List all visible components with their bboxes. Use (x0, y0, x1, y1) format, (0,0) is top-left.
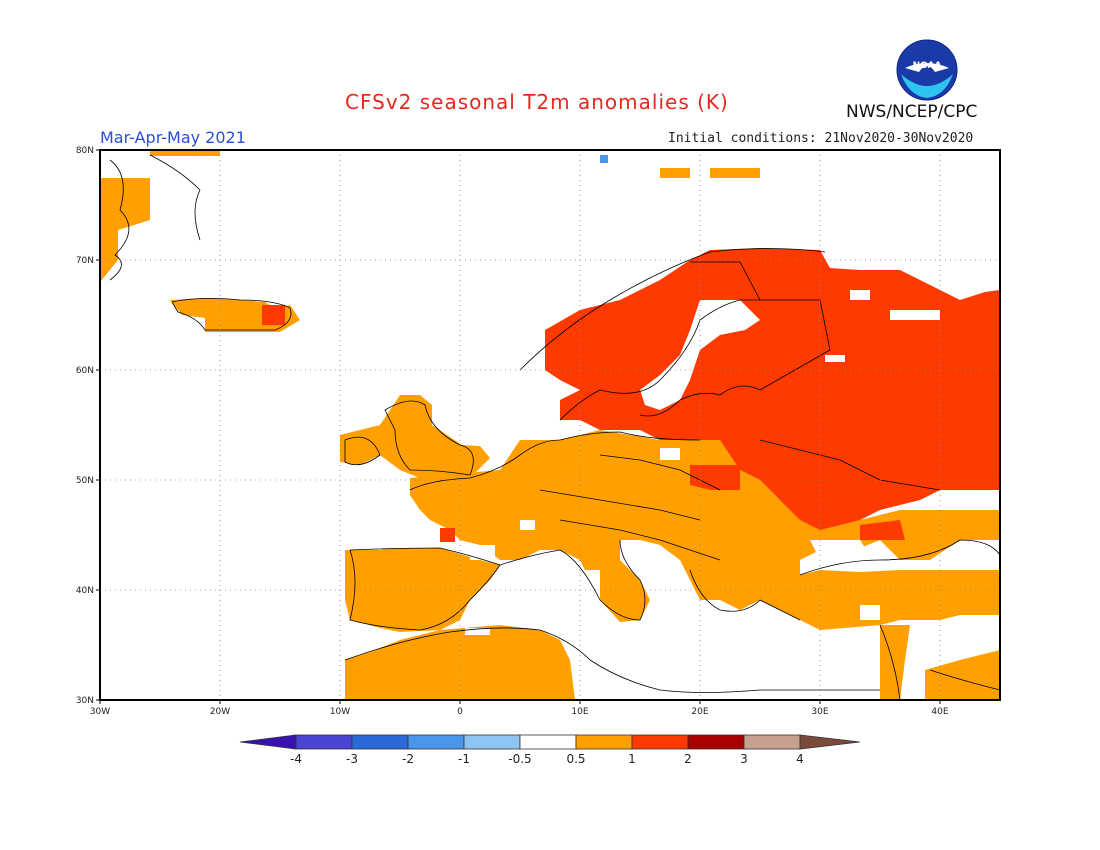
lon-label-0: 0 (457, 707, 463, 717)
colorbar-label: 1 (628, 752, 636, 766)
colorbar-swatch-minus-3-to-minus-2 (351, 734, 409, 750)
colorbar-label: -3 (346, 752, 358, 766)
colorbar-label: 0.5 (566, 752, 585, 766)
colorbar-swatch-neutral (519, 734, 577, 750)
colorbar-swatch-2-to-3 (687, 734, 745, 750)
colorbar-label: 3 (740, 752, 748, 766)
colorbar-swatch-3-to-4 (743, 734, 801, 750)
lon-label-20e: 20E (691, 707, 708, 717)
colorbar-label: -4 (290, 752, 302, 766)
noaa-logo-icon: NOAA (896, 39, 958, 101)
colorbar-label: -1 (458, 752, 470, 766)
lat-label-80n: 80N (76, 146, 94, 156)
colorbar-label: -2 (402, 752, 414, 766)
map-title: CFSv2 seasonal T2m anomalies (K) (345, 90, 729, 114)
lat-label-70n: 70N (76, 256, 94, 266)
lat-label-60n: 60N (76, 366, 94, 376)
lon-label-10w: 10W (330, 707, 350, 717)
colorbar-swatch-below-minus-4 (239, 734, 297, 750)
lon-label-30e: 30E (811, 707, 828, 717)
graticule (100, 150, 1000, 700)
colorbar-swatch-minus-1-to-minus-0-5 (463, 734, 521, 750)
anomaly-fill-layer (100, 150, 1000, 700)
map-frame (99, 149, 1001, 701)
lon-label-30w: 30W (90, 707, 110, 717)
colorbar-swatch-above-4 (799, 734, 861, 750)
colorbar-label: 4 (796, 752, 804, 766)
noaa-logo-text: NOAA (913, 61, 942, 71)
colorbar-label: -0.5 (508, 752, 531, 766)
colorbar-swatch-minus-4-to-minus-3 (295, 734, 353, 750)
colorbar-label: 2 (684, 752, 692, 766)
lat-label-30n: 30N (76, 696, 94, 706)
coastline-layer (109, 154, 1000, 700)
initial-conditions-label: Initial conditions: 21Nov2020-30Nov2020 (668, 131, 974, 146)
colorbar-swatch-1-to-2 (631, 734, 689, 750)
lon-label-40e: 40E (931, 707, 948, 717)
lon-label-20w: 20W (210, 707, 230, 717)
lat-label-50n: 50N (76, 476, 94, 486)
season-label: Mar-Apr-May 2021 (100, 128, 246, 147)
colorbar-swatch-minus-2-to-minus-1 (407, 734, 465, 750)
lat-label-40n: 40N (76, 586, 94, 596)
lon-label-10e: 10E (571, 707, 588, 717)
colorbar: -4 -3 -2 -1 -0.5 0.5 1 2 3 4 (239, 734, 861, 766)
colorbar-swatch-0-5-to-1 (575, 734, 633, 750)
agency-label: NWS/NCEP/CPC (846, 102, 978, 122)
